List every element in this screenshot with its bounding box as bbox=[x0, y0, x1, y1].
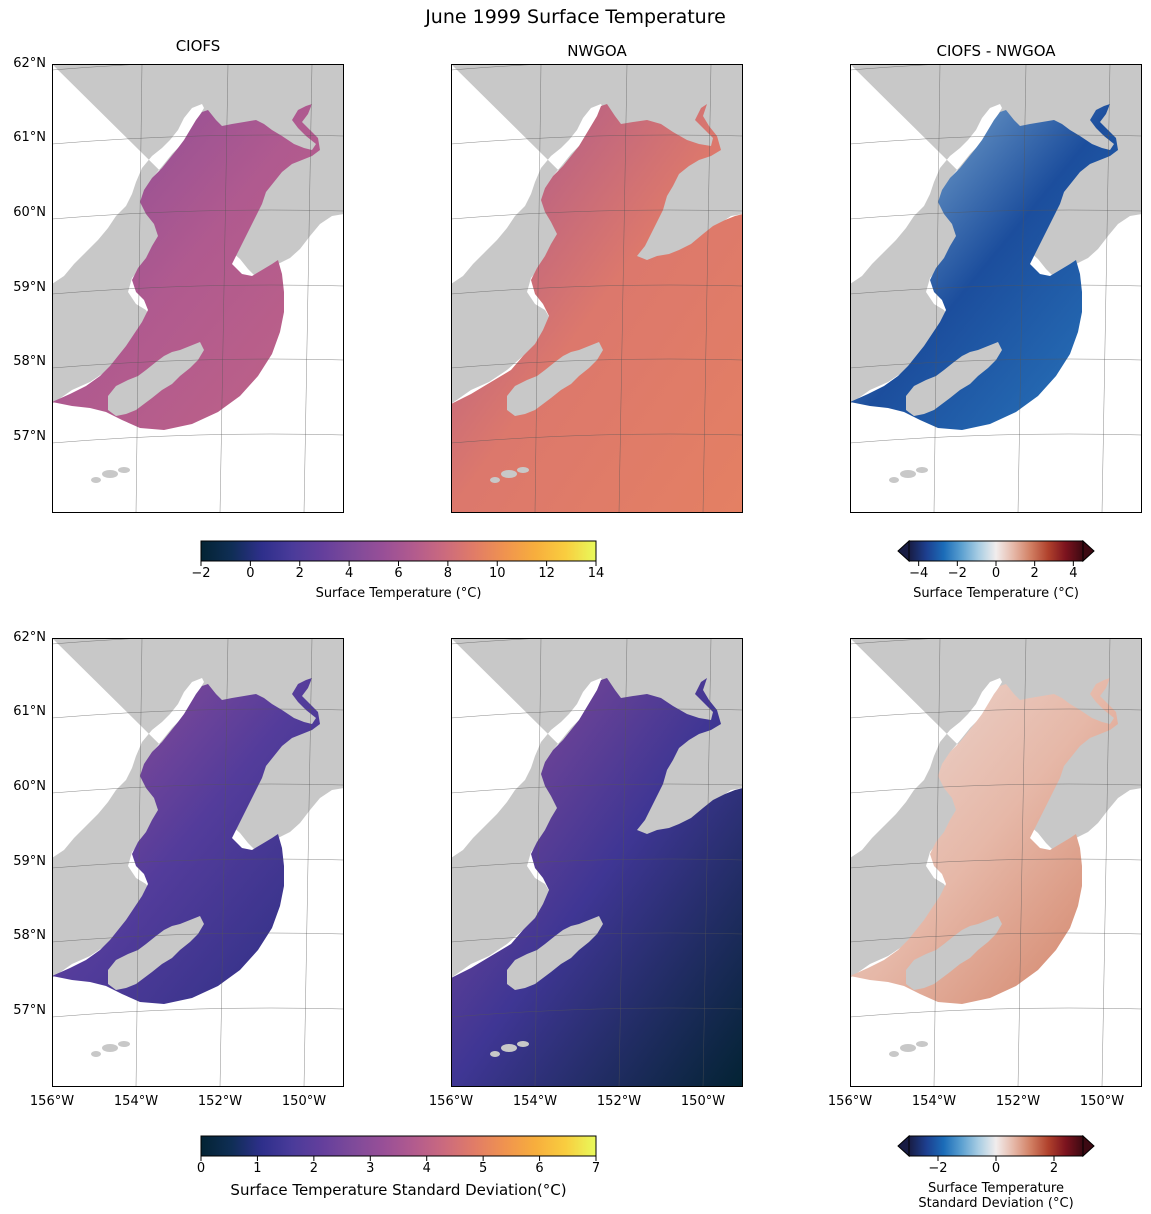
colorbar-std-temperature: 0 1 2 3 4 5 6 7 Surface Temperature Standard Dev… bbox=[197, 1135, 600, 1199]
colorbar-tick-label: 1 bbox=[253, 1161, 262, 1176]
colorbar-gradient bbox=[908, 1135, 1084, 1157]
map-panel-nwgoa-std bbox=[451, 638, 743, 1087]
colorbar-extend-high bbox=[1082, 539, 1095, 563]
lat-tick-label: 60°N bbox=[13, 205, 46, 220]
lon-tick-label: 154°W bbox=[911, 1094, 957, 1109]
colorbar-extend-high bbox=[1082, 1134, 1095, 1158]
colorbar-gradient bbox=[200, 1135, 597, 1157]
map-svg bbox=[52, 64, 344, 513]
colorbar-mean-difference: −4 −2 0 2 4 Surface Temperature (°C) bbox=[897, 539, 1095, 601]
colorbar-tick-label: −2 bbox=[191, 566, 211, 581]
colorbar-tick-label: 14 bbox=[587, 566, 605, 581]
colorbar-tick-label: 10 bbox=[488, 566, 506, 581]
colorbar-tick-label: 4 bbox=[344, 566, 354, 581]
data-field bbox=[52, 104, 320, 430]
map-svg bbox=[451, 638, 743, 1087]
colorbar-tick-label: 0 bbox=[196, 1161, 206, 1176]
lon-tick-label: 152°W bbox=[596, 1094, 642, 1109]
colorbar-gradient bbox=[908, 540, 1084, 562]
colorbar-tick-label: 2 bbox=[309, 1161, 318, 1176]
colorbar-tick-label: 6 bbox=[535, 1161, 544, 1176]
map-svg bbox=[52, 638, 344, 1087]
data-field bbox=[52, 678, 320, 1004]
colorbar-tick-label: 8 bbox=[443, 566, 453, 581]
colorbar-tick-label: 12 bbox=[538, 566, 555, 581]
map-svg bbox=[451, 64, 743, 513]
colorbar-tick-label: −2 bbox=[947, 566, 967, 581]
lon-tick-label: 152°W bbox=[995, 1094, 1041, 1109]
colorbar-label: Surface Temperature Standard Deviation(°… bbox=[230, 1181, 567, 1199]
colorbar-tick-label: 4 bbox=[1069, 566, 1078, 581]
colorbar-tick-label: 5 bbox=[479, 1161, 488, 1176]
colorbar-tick-label: 3 bbox=[366, 1161, 375, 1176]
col-title-diff: CIOFS - NWGOA bbox=[936, 42, 1056, 60]
colorbar-mean-temperature: −2 0 2 4 6 8 10 12 14 Surface Temperature (°C) bbox=[191, 540, 604, 601]
colorbar-std-difference: −2 0 2 Surface Temperature Standard Deviatio… bbox=[897, 1134, 1095, 1211]
map-panel-ciofs-mean bbox=[52, 64, 344, 513]
colorbar-tick-label: 2 bbox=[295, 566, 304, 581]
lat-tick-label: 62°N bbox=[13, 630, 46, 645]
lat-tick-label: 58°N bbox=[13, 354, 46, 369]
lon-tick-label: 154°W bbox=[512, 1094, 558, 1109]
colorbar-label: Surface Temperature (°C) bbox=[315, 586, 482, 601]
map-svg bbox=[850, 64, 1142, 513]
data-field bbox=[850, 678, 1118, 1004]
colorbar-tick-label: 0 bbox=[991, 566, 1001, 581]
colorbar-label: Surface Temperature Standard Deviation (°… bbox=[897, 1181, 1095, 1211]
map-svg bbox=[850, 638, 1142, 1087]
lon-tick-label: 150°W bbox=[1079, 1094, 1125, 1109]
colorbar-tick-label: 2 bbox=[1049, 1161, 1059, 1176]
lat-tick-label: 59°N bbox=[13, 280, 46, 295]
colorbar-tick-label: 2 bbox=[1030, 566, 1039, 581]
colorbar-label: Surface Temperature (°C) bbox=[913, 586, 1079, 601]
colorbar-label-line1: Surface Temperature bbox=[927, 1181, 1064, 1196]
map-panel-diff-mean bbox=[850, 64, 1142, 513]
colorbar-tick-label: 0 bbox=[246, 566, 255, 581]
lat-tick-label: 57°N bbox=[13, 429, 46, 444]
colorbar-tick-label: −2 bbox=[928, 1161, 948, 1176]
lon-tick-label: 150°W bbox=[281, 1094, 327, 1109]
colorbar-label-line2: Standard Deviation (°C) bbox=[918, 1196, 1074, 1211]
colorbar-tick-label: 6 bbox=[394, 566, 403, 581]
lon-tick-label: 156°W bbox=[827, 1094, 873, 1109]
map-panel-diff-std bbox=[850, 638, 1142, 1087]
lon-tick-label: 156°W bbox=[29, 1094, 75, 1109]
colorbar-extend-low bbox=[897, 539, 910, 563]
lon-tick-label: 154°W bbox=[113, 1094, 159, 1109]
lon-tick-label: 156°W bbox=[428, 1094, 474, 1109]
lat-tick-label: 57°N bbox=[13, 1003, 46, 1018]
map-panel-ciofs-std bbox=[52, 638, 344, 1087]
colorbar-tick-label: 0 bbox=[991, 1161, 1001, 1176]
lat-tick-label: 59°N bbox=[13, 854, 46, 869]
colorbar-tick-label: 7 bbox=[591, 1161, 601, 1176]
colorbar-tick-label: 4 bbox=[422, 1161, 431, 1176]
lon-tick-label: 152°W bbox=[197, 1094, 243, 1109]
lat-tick-label: 60°N bbox=[13, 779, 46, 794]
col-title-ciofs: CIOFS bbox=[175, 37, 221, 55]
figure-title: June 1999 Surface Temperature bbox=[425, 6, 726, 28]
lat-tick-label: 62°N bbox=[13, 56, 46, 71]
lon-tick-label: 150°W bbox=[680, 1094, 726, 1109]
map-panel-nwgoa-mean bbox=[451, 64, 743, 513]
colorbar-tick-label: −4 bbox=[909, 566, 929, 581]
lat-tick-label: 61°N bbox=[13, 704, 46, 719]
lat-tick-label: 58°N bbox=[13, 928, 46, 943]
colorbar-extend-low bbox=[897, 1134, 910, 1158]
data-field bbox=[850, 104, 1118, 430]
lat-tick-label: 61°N bbox=[13, 130, 46, 145]
colorbar-gradient bbox=[200, 540, 597, 562]
col-title-nwgoa: NWGOA bbox=[567, 42, 627, 60]
